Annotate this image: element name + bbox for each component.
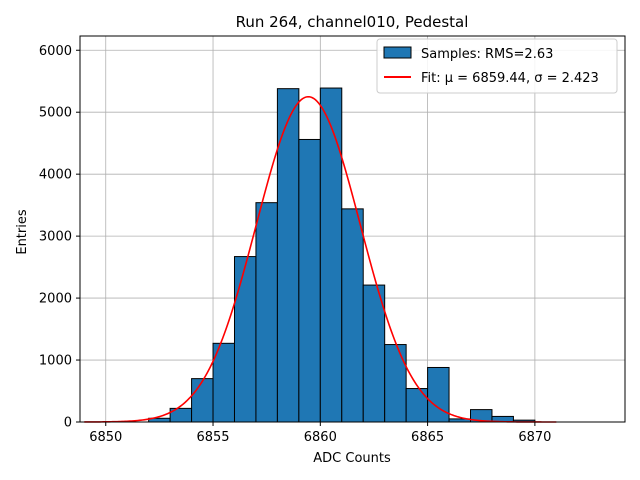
y-axis-label: Entries	[15, 209, 30, 255]
histogram-bar	[427, 366, 450, 423]
y-axis-ticks: 0 1000 2000 3000 4000 5000 6000	[39, 44, 80, 431]
chart-title: Run 264, channel010, Pedestal	[236, 13, 469, 31]
histogram-bar	[233, 256, 257, 423]
legend-histogram-label: Samples: RMS=2.63	[421, 47, 553, 62]
y-tick-label: 3000	[39, 230, 72, 245]
x-axis-ticks: 6850 6855 6860 6865 6870	[89, 422, 551, 445]
histogram-bar	[341, 208, 364, 423]
x-tick-label: 6850	[89, 430, 122, 445]
fit-curve	[84, 95, 557, 423]
y-tick-label: 1000	[39, 354, 72, 369]
histogram-bar	[319, 87, 343, 423]
legend-histogram-swatch	[383, 46, 412, 59]
histogram-bar	[405, 388, 429, 423]
y-tick-label: 0	[64, 416, 72, 431]
x-tick-label: 6870	[518, 430, 551, 445]
histogram-bar	[255, 202, 278, 423]
histogram-bar	[191, 378, 214, 423]
y-tick-label: 2000	[39, 292, 72, 307]
histogram-bar	[362, 284, 386, 423]
y-tick-label: 4000	[39, 168, 72, 183]
legend-box	[376, 38, 618, 94]
legend-fit-label: Fit: μ = 6859.44, σ = 2.423	[421, 71, 599, 86]
histogram-bars	[148, 87, 536, 423]
y-tick-label: 5000	[39, 106, 72, 121]
x-tick-label: 6855	[196, 430, 229, 445]
x-tick-label: 6865	[411, 430, 444, 445]
x-tick-label: 6860	[304, 430, 337, 445]
histogram-bar	[298, 138, 321, 423]
x-axis-label: ADC Counts	[313, 451, 391, 466]
legend: Samples: RMS=2.63 Fit: μ = 6859.44, σ = …	[376, 38, 618, 94]
plot-frame	[79, 35, 626, 423]
histogram-bar	[384, 344, 407, 423]
y-tick-label: 6000	[39, 44, 72, 59]
